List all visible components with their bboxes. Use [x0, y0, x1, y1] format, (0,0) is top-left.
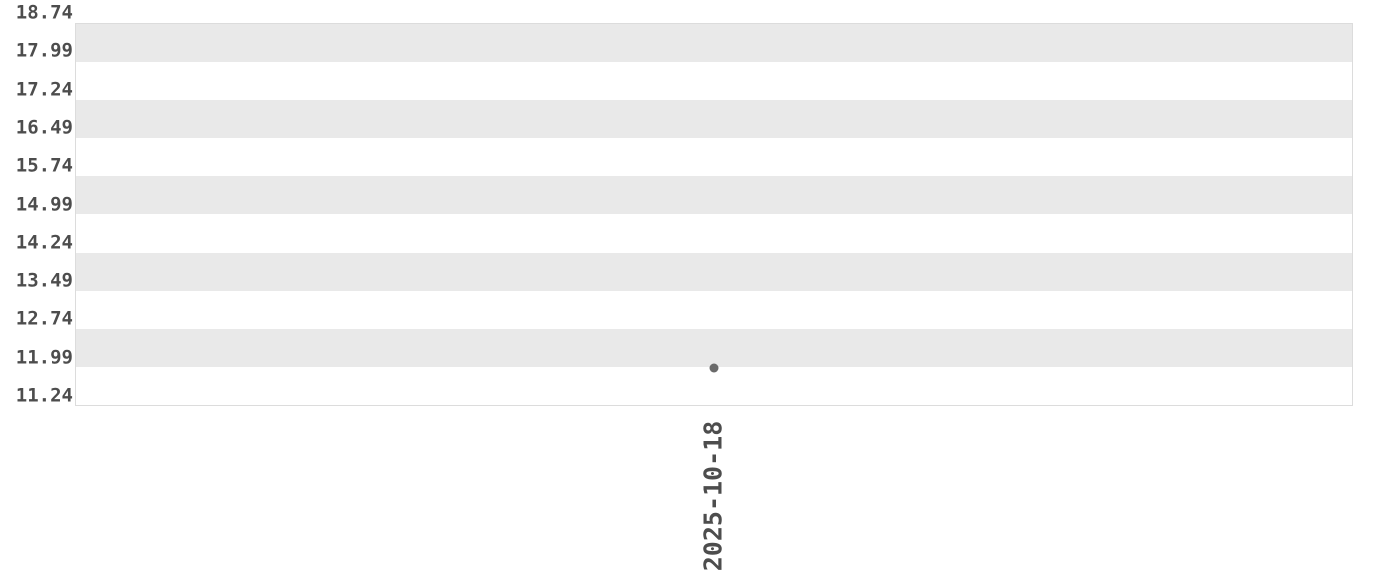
plot-area [75, 23, 1353, 406]
plot-band [76, 366, 1352, 405]
y-axis-tick-label: 16.49 [15, 116, 73, 139]
y-axis-tick-label: 18.74 [15, 1, 73, 24]
y-axis-tick-label: 14.24 [15, 231, 73, 254]
plot-band [76, 138, 1352, 177]
plot-band [76, 176, 1352, 215]
x-axis-tick-label: 2025-10-18 [698, 420, 728, 572]
plot-band [76, 328, 1352, 367]
plot-band [76, 100, 1352, 139]
y-axis-tick-label: 14.99 [15, 193, 73, 215]
y-axis-tick-label: 17.24 [15, 78, 73, 101]
y-axis-tick-label: 13.49 [15, 269, 73, 292]
plot-band [76, 62, 1352, 101]
plot-band [76, 290, 1352, 329]
y-axis-tick-label: 11.99 [15, 346, 73, 369]
y-axis-tick-label: 11.24 [15, 384, 73, 407]
y-axis-tick-label: 17.99 [15, 39, 73, 62]
plot-band [76, 214, 1352, 253]
plot-band [76, 24, 1352, 63]
y-axis-tick-label: 12.74 [15, 307, 73, 330]
plot-band [76, 252, 1352, 291]
y-axis-tick-label: 15.74 [15, 154, 73, 177]
